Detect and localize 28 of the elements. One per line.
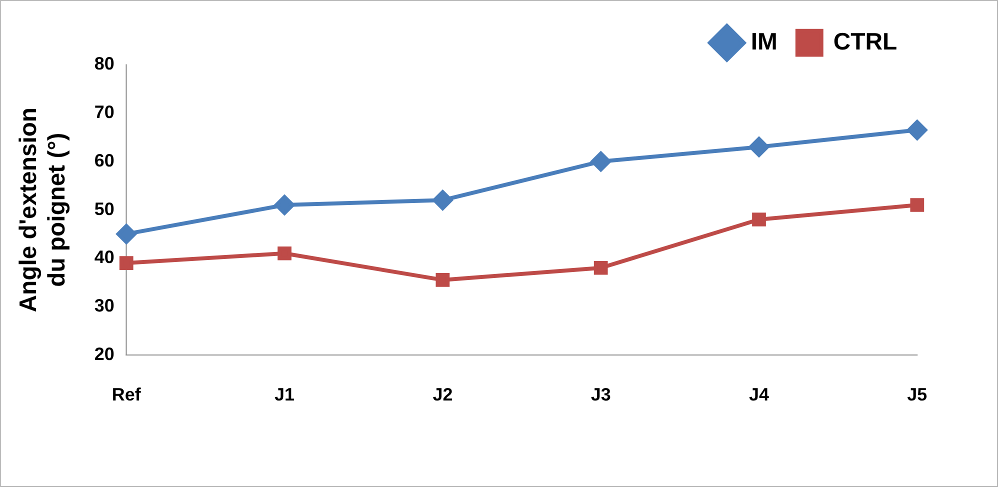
point (436, 273, 450, 287)
y-tick-label: 30 (94, 296, 114, 316)
legend-label: CTRL (833, 28, 898, 56)
point (119, 256, 134, 270)
x-tick-label: Ref (112, 384, 142, 405)
y-axis-title: Angle d'extension du poignet (°) (14, 107, 71, 312)
x-tick-label: J2 (432, 384, 453, 405)
point (907, 120, 928, 140)
y-tick-label: 80 (94, 54, 114, 74)
point (752, 212, 766, 226)
x-tick-label: J1 (274, 384, 295, 405)
point (432, 190, 453, 210)
y-tick-label: 20 (94, 344, 114, 364)
point (594, 260, 608, 275)
point (910, 198, 924, 212)
point (749, 137, 769, 157)
point (274, 195, 295, 215)
x-tick-label: J3 (590, 384, 611, 405)
point (590, 152, 611, 172)
x-tick-label: J4 (749, 384, 770, 405)
y-tick-label: 60 (94, 150, 114, 170)
point (278, 246, 292, 260)
x-tick-label: J5 (907, 384, 928, 405)
y-tick-label: 50 (94, 198, 114, 219)
y-tick-label: 70 (94, 102, 114, 122)
legend-label: IM (750, 28, 778, 56)
point (116, 224, 136, 244)
y-tick-label: 40 (94, 247, 114, 268)
